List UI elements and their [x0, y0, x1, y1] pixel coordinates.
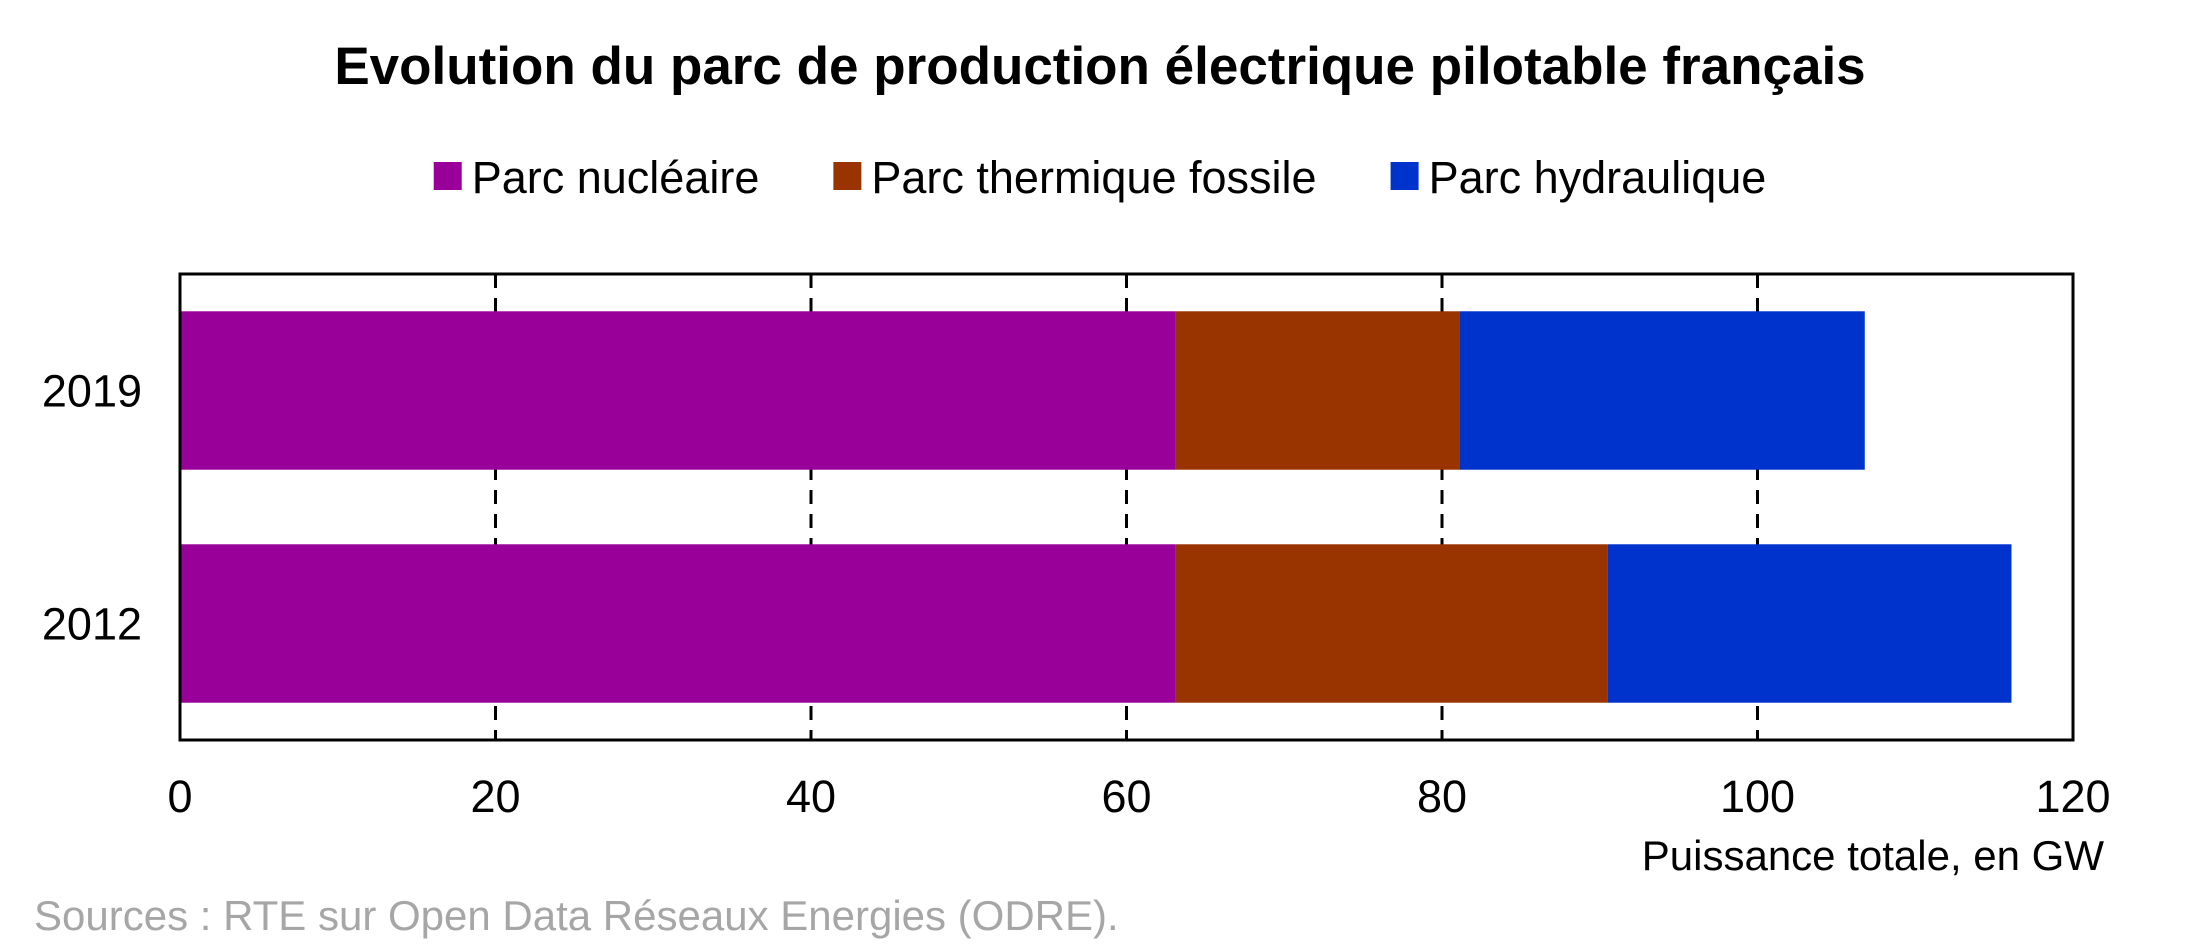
- legend-label: Parc nucléaire: [472, 152, 760, 203]
- y-tick-label: 2012: [42, 599, 142, 650]
- legend-item: Parc nucléaire: [433, 152, 760, 203]
- legend-label: Parc hydraulique: [1429, 152, 1767, 203]
- legend-swatch: [1390, 162, 1419, 190]
- legend-item: Parc hydraulique: [1390, 152, 1767, 203]
- bar-segment: [180, 544, 1176, 703]
- legend-item: Parc thermique fossile: [833, 152, 1317, 203]
- x-axis-label: Puissance totale, en GW: [1642, 832, 2105, 879]
- plot-area-frame: [178, 272, 2075, 742]
- bar-segment: [180, 311, 1176, 470]
- bar-segment: [1175, 311, 1460, 470]
- legend: Parc nucléaire Parc thermique fossile Parc…: [433, 152, 1767, 203]
- x-tick-label: 60: [1101, 771, 1151, 822]
- x-tick-label: 100: [1720, 771, 1795, 822]
- y-axis-tick-labels: 2019 2012: [42, 366, 142, 650]
- source-note: Sources : RTE sur Open Data Réseaux Ener…: [34, 892, 1119, 939]
- legend-swatch: [433, 162, 462, 190]
- bar-segment: [1607, 544, 2012, 703]
- bars: [180, 311, 2012, 703]
- legend-swatch: [833, 162, 862, 190]
- x-tick-label: 0: [167, 771, 192, 822]
- x-tick-label: 40: [786, 771, 836, 822]
- y-tick-label: 2019: [42, 366, 142, 417]
- x-tick-label: 120: [2035, 771, 2110, 822]
- bar-segment: [1459, 311, 1865, 470]
- x-axis-tick-labels: 0 20 40 60 80 100 120: [167, 771, 2110, 822]
- x-tick-label: 80: [1417, 771, 1467, 822]
- legend-label: Parc thermique fossile: [871, 152, 1316, 203]
- x-tick-label: 20: [470, 771, 520, 822]
- chart-title: Evolution du parc de production électriq…: [334, 37, 1865, 96]
- bar-segment: [1175, 544, 1608, 703]
